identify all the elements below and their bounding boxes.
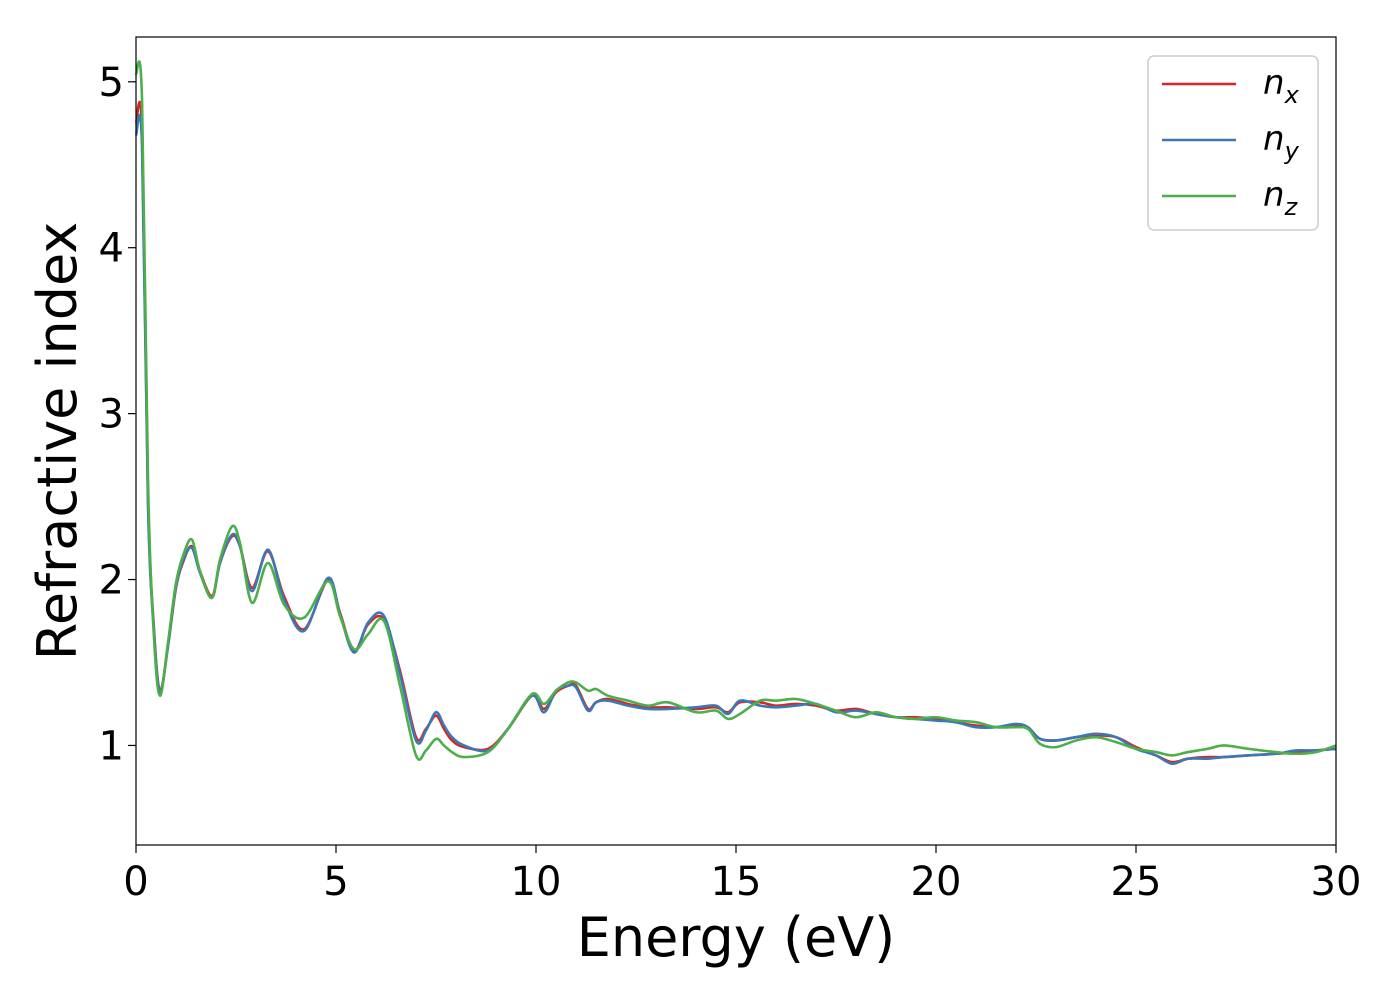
series-line-ny [134, 113, 1337, 766]
series-line-nz [134, 60, 1337, 761]
legend-label-x: nx [1263, 63, 1300, 109]
y-tick-label: 3 [99, 392, 124, 438]
series-layer [134, 60, 1337, 766]
legend-label-z: nz [1263, 175, 1299, 221]
x-tick-label: 5 [323, 859, 348, 905]
plot-area [136, 37, 1336, 845]
y-tick-label: 5 [99, 60, 124, 106]
y-tick-label: 2 [99, 558, 124, 604]
x-axis-title: Energy (eV) [577, 906, 896, 969]
x-tick-label: 10 [511, 859, 562, 905]
legend-label-y: ny [1263, 119, 1300, 165]
legend: nx ny nz [1147, 55, 1319, 231]
x-tick-label: 15 [711, 859, 762, 905]
x-tick-label: 25 [1111, 859, 1162, 905]
y-tick-label: 1 [99, 723, 124, 769]
y-tick-label: 4 [99, 226, 124, 272]
x-tick-label: 20 [911, 859, 962, 905]
x-tick-label: 0 [123, 859, 148, 905]
y-axis: 1 2 3 4 5 [99, 60, 136, 769]
x-tick-label: 30 [1311, 859, 1362, 905]
legend-box [1147, 55, 1319, 231]
x-axis: 0 5 10 15 20 25 30 [123, 845, 1361, 905]
y-axis-title: Refractive index [26, 222, 89, 661]
